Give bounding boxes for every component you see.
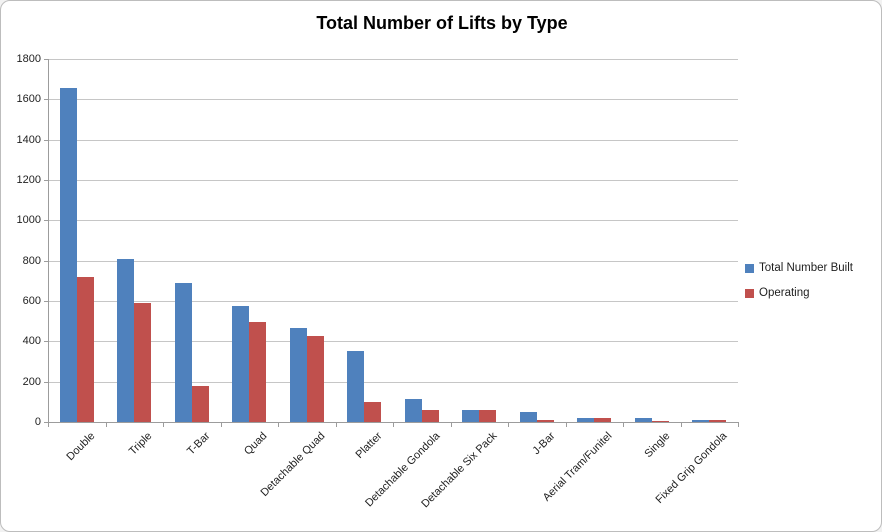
x-axis-tick: [163, 423, 164, 427]
y-axis-tick: [44, 220, 48, 222]
y-axis-tick: [44, 260, 48, 262]
y-tick-label: 400: [22, 335, 41, 348]
y-tick-label: 1600: [16, 93, 41, 106]
y-gridline: [48, 220, 738, 222]
bar-operating-detachable-quad: [307, 336, 324, 422]
y-tick-label: 1400: [16, 133, 41, 146]
legend-swatch-total-number-built: [745, 263, 754, 273]
x-axis-tick: [565, 423, 567, 427]
bar-total-number-built-triple: [117, 259, 134, 422]
y-tick-label: 1800: [16, 53, 41, 65]
x-axis-tick: [450, 423, 452, 427]
x-category-label: Single: [642, 430, 673, 461]
legend-label-operating: Operating: [759, 287, 810, 299]
y-axis-tick: [44, 59, 48, 60]
bar-total-number-built-detachable-six-pack: [462, 410, 479, 422]
x-axis-tick: [278, 423, 279, 427]
y-tick-label: 600: [22, 295, 41, 307]
x-category-label: Double: [64, 430, 98, 464]
bar-operating-t-bar: [192, 386, 209, 422]
x-axis-tick: [680, 423, 682, 427]
x-category-label: Quad: [242, 430, 270, 458]
x-category-label: Detachable Quad: [258, 430, 328, 500]
bar-operating-triple: [134, 303, 151, 422]
bar-total-number-built-detachable-quad: [290, 328, 307, 422]
bar-operating-quad: [249, 322, 266, 422]
bar-total-number-built-double: [60, 88, 77, 422]
y-axis-tick: [44, 422, 48, 423]
legend: Total Number Built Operating: [745, 262, 853, 312]
bar-operating-single: [652, 421, 669, 422]
bar-total-number-built-j-bar: [520, 412, 537, 422]
y-gridline: [48, 59, 738, 60]
y-tick-label: 1200: [16, 174, 41, 186]
bar-operating-aerial-tram-funitel: [594, 418, 611, 422]
chart-title: Total Number of Lifts by Type: [316, 13, 568, 33]
y-tick-label: 800: [22, 254, 41, 267]
bar-operating-fixed-grip-gondola: [709, 420, 726, 422]
x-axis-tick: [335, 423, 337, 427]
bar-operating-detachable-gondola: [422, 410, 439, 422]
legend-entry-total-number-built: Total Number Built: [745, 262, 853, 274]
bar-total-number-built-fixed-grip-gondola: [692, 420, 709, 422]
bar-total-number-built-t-bar: [175, 283, 192, 422]
x-axis-tick: [105, 423, 107, 427]
x-axis-line: [48, 422, 739, 423]
y-gridline: [48, 341, 738, 343]
x-axis-tick: [508, 423, 509, 427]
bar-total-number-built-detachable-gondola: [405, 399, 422, 422]
y-axis-tick: [44, 99, 48, 101]
y-axis-tick: [44, 341, 48, 343]
x-category-label: Triple: [127, 430, 155, 458]
y-axis-tick: [44, 301, 48, 302]
bar-operating-double: [77, 277, 94, 422]
y-gridline: [48, 260, 738, 262]
x-axis-tick: [48, 423, 49, 427]
legend-swatch-operating: [745, 288, 754, 298]
x-axis-tick: [393, 423, 394, 427]
y-gridline: [48, 381, 738, 383]
bar-total-number-built-quad: [232, 306, 249, 422]
y-tick-label: 0: [34, 416, 41, 428]
legend-label-total-number-built: Total Number Built: [759, 262, 853, 274]
bar-total-number-built-platter: [347, 351, 364, 422]
y-tick-label: 1000: [16, 214, 41, 227]
y-axis-tick: [44, 139, 48, 141]
bar-operating-j-bar: [537, 420, 554, 422]
y-gridline: [48, 99, 738, 101]
bar-operating-detachable-six-pack: [479, 410, 496, 422]
y-gridline: [48, 301, 738, 302]
y-axis-tick: [44, 180, 48, 181]
x-axis-tick: [220, 423, 222, 427]
x-category-label: J-Bar: [530, 430, 558, 458]
y-gridline: [48, 139, 738, 141]
legend-entry-operating: Operating: [745, 287, 853, 299]
y-axis-line: [48, 59, 49, 422]
y-tick-label: 200: [22, 375, 41, 388]
y-gridline: [48, 180, 738, 181]
bar-total-number-built-single: [635, 418, 652, 422]
x-category-label: Platter: [353, 430, 385, 461]
x-category-label: T-Bar: [184, 430, 213, 458]
bar-operating-platter: [364, 402, 381, 422]
y-axis-tick: [44, 381, 48, 383]
x-axis-tick: [738, 423, 739, 427]
bar-total-number-built-aerial-tram-funitel: [577, 418, 594, 422]
x-axis-tick: [623, 423, 624, 427]
